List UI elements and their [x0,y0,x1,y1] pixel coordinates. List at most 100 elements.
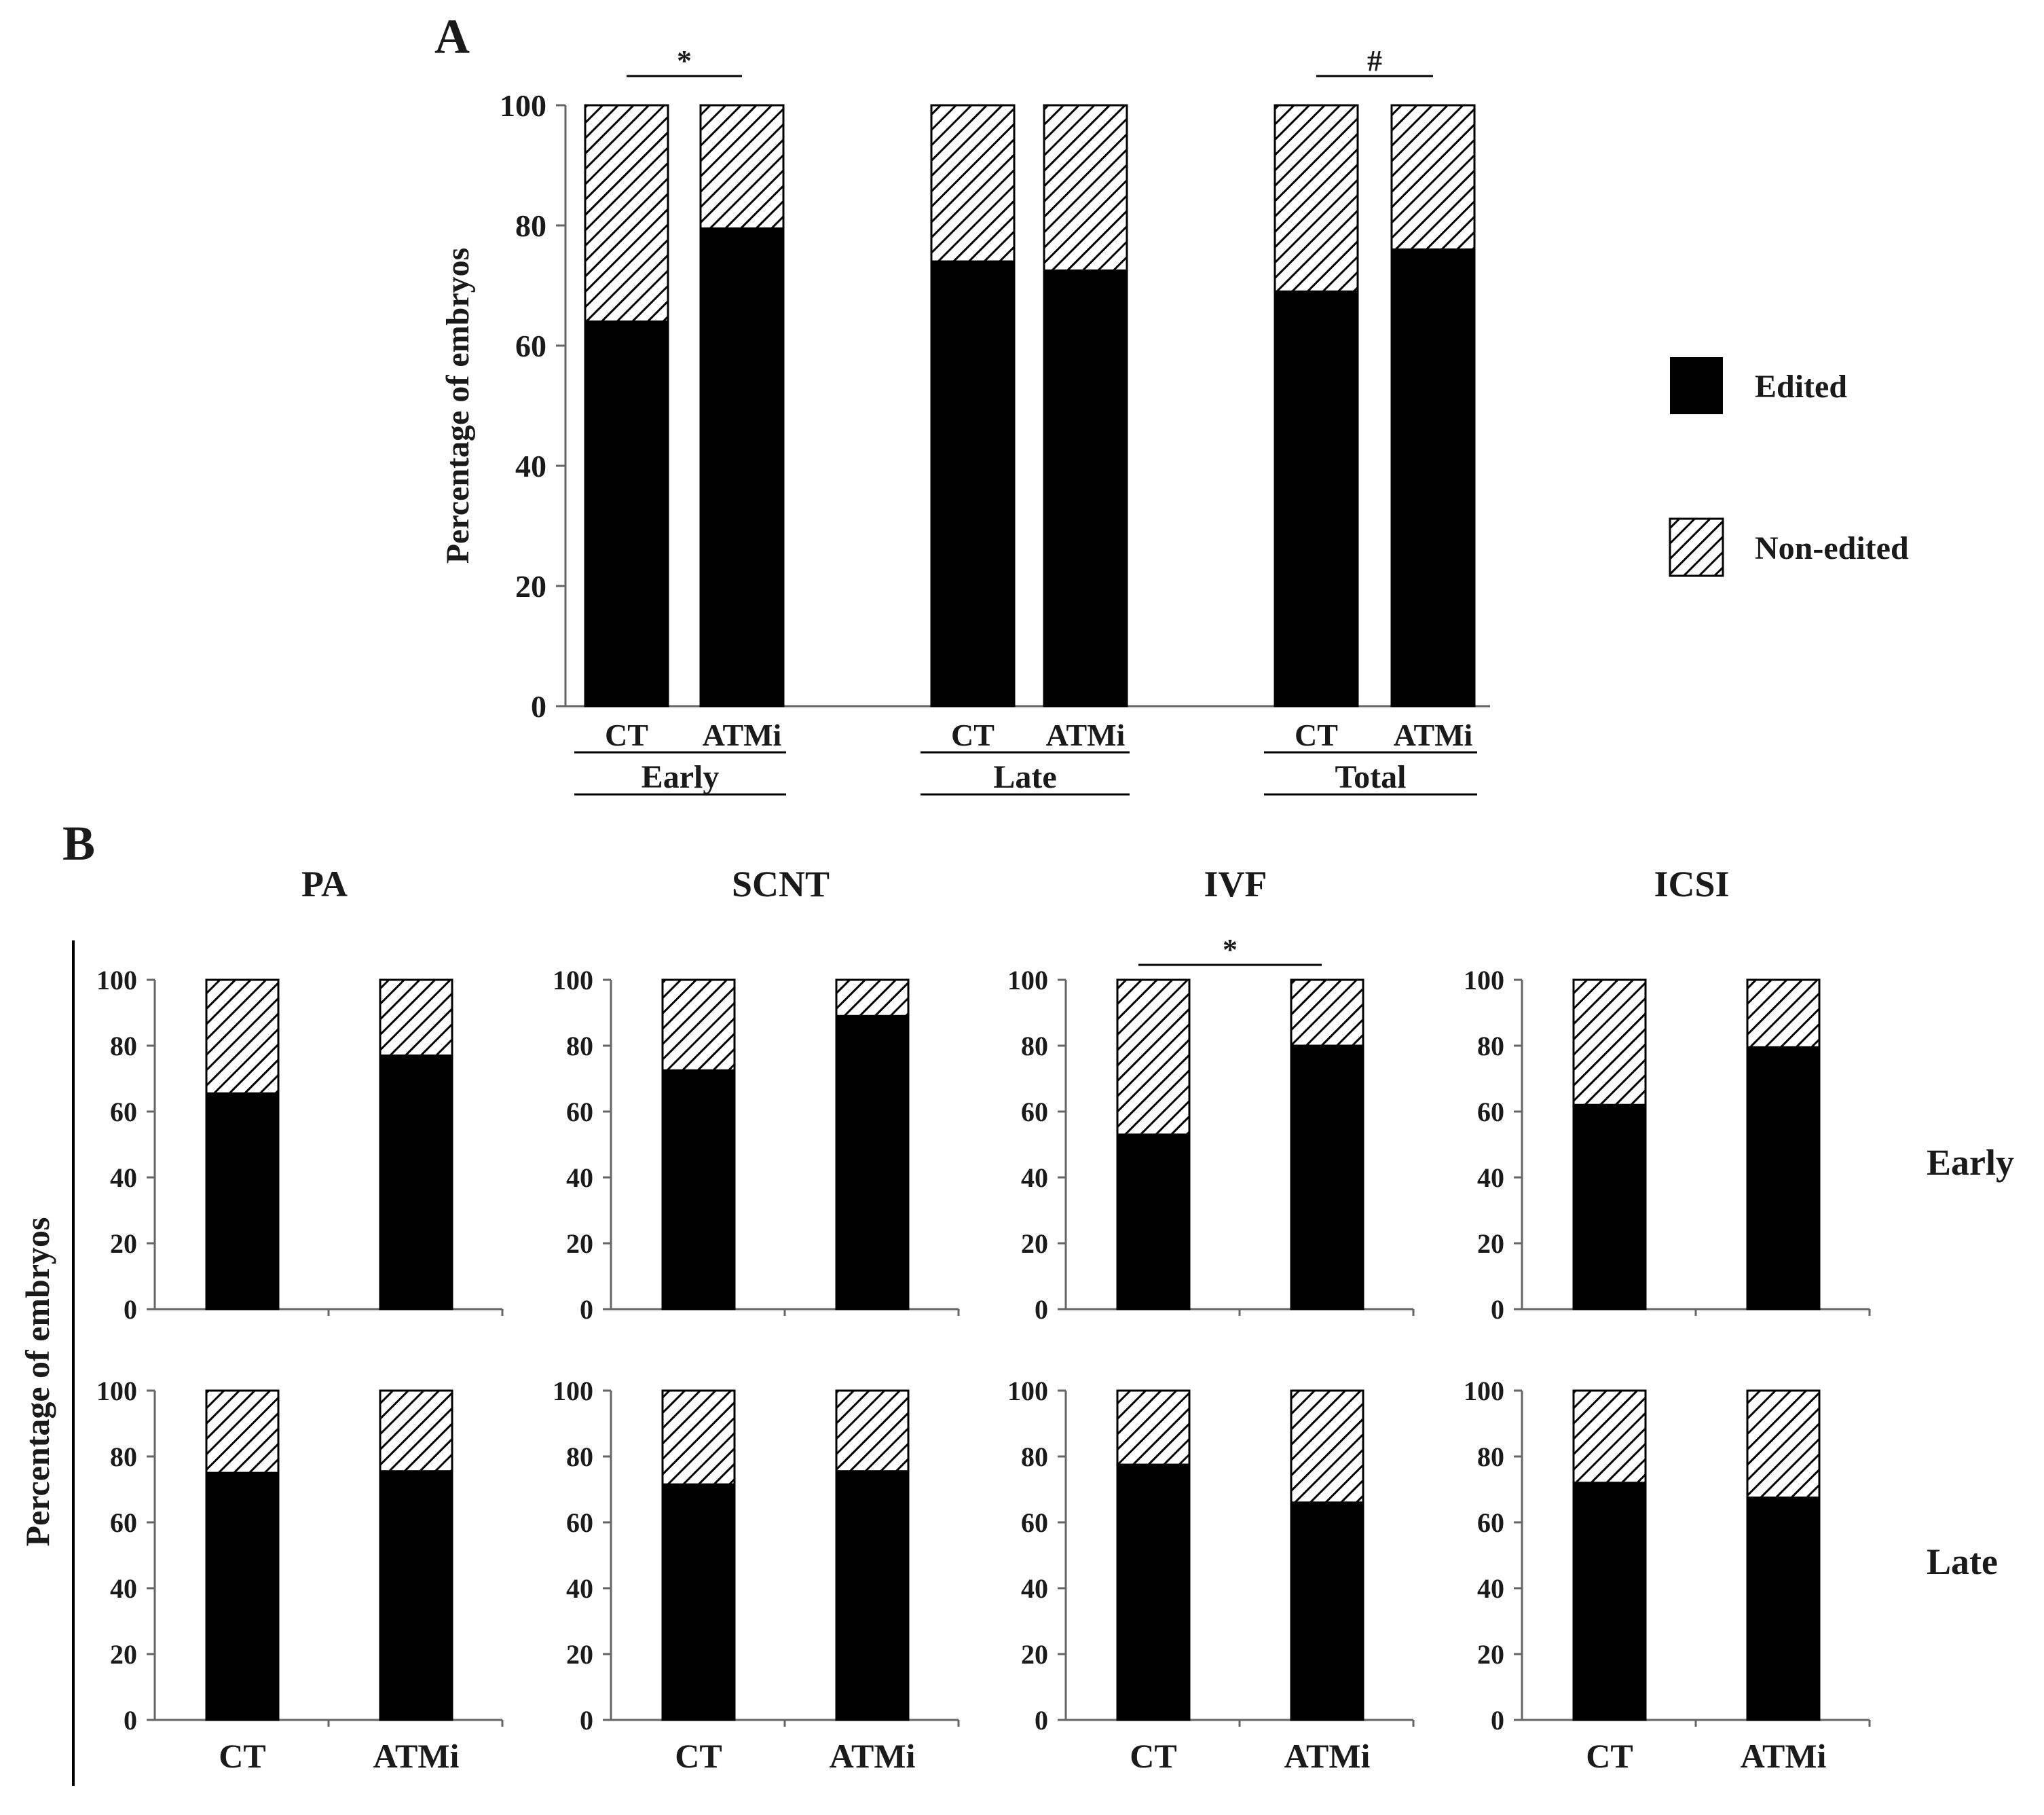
b-y-tick-label: 80 [110,1031,137,1061]
a-category-label: ATMi [1394,718,1473,752]
b-y-tick-label: 0 [124,1705,137,1736]
b-y-tick-label: 80 [566,1442,593,1472]
b-bar-edited [1746,1046,1821,1310]
b-bar-non-edited [1116,978,1191,1136]
legend-label-edited: Edited [1755,369,1847,405]
b-bar-edited [205,1471,280,1721]
b-y-tick-label: 40 [110,1162,137,1193]
b-y-tick-label: 100 [553,1376,593,1406]
b-category-label: ATMi [373,1737,460,1775]
b-bar-edited [835,1470,910,1721]
a-bar-non-edited [1043,104,1128,272]
b-y-tick-label: 0 [580,1705,593,1736]
b-bar-non-edited [1746,978,1821,1048]
b-bar-non-edited [1116,1389,1191,1466]
b-y-tick-label: 100 [96,1376,137,1406]
b-significance-mark: * [1223,933,1238,966]
b-y-tick-label: 60 [1477,1507,1504,1538]
a-y-tick-label: 40 [515,449,546,483]
a-bar-edited [1274,290,1359,708]
b-y-tick-label: 80 [110,1442,137,1472]
b-bar-edited [1746,1497,1821,1721]
b-category-label: CT [219,1737,265,1775]
a-bar-edited [699,227,785,708]
b-bar-edited [1290,1044,1364,1310]
b-bar-edited [1290,1501,1364,1721]
b-y-tick-label: 40 [110,1573,137,1604]
b-y-tick-label: 100 [553,965,593,995]
a-category-label: ATMi [1046,718,1126,752]
b-bar-edited [661,1483,736,1721]
a-bar-non-edited [1274,104,1359,293]
a-y-axis-label: Percentage of embryos [440,248,476,564]
legend-label-non-edited: Non-edited [1755,530,1909,566]
b-y-tick-label: 0 [1035,1294,1048,1325]
b-y-tick-label: 20 [1021,1228,1048,1259]
b-bar-non-edited [205,978,280,1095]
b-y-tick-label: 100 [1007,1376,1048,1406]
b-bar-non-edited [1746,1389,1821,1499]
a-bar-non-edited [1390,104,1476,251]
legend-swatch-non-edited [1669,517,1724,577]
a-bar-edited [1390,248,1476,708]
b-bar-edited [1116,1463,1191,1721]
b-bar-non-edited [1572,978,1647,1106]
a-significance-mark: # [1367,44,1382,77]
a-y-tick-label: 0 [531,689,546,724]
a-bar-edited [1043,269,1128,708]
b-bar-non-edited [1290,978,1364,1047]
b-category-label: ATMi [1741,1737,1827,1775]
b-y-tick-label: 100 [1007,965,1048,995]
b-y-tick-label: 60 [566,1507,593,1538]
b-row-label: Early [1927,1142,2014,1183]
a-bar-edited [584,320,669,708]
b-y-tick-label: 0 [1035,1705,1048,1736]
b-category-label: ATMi [1284,1737,1371,1775]
b-y-tick-label: 20 [110,1228,137,1259]
a-significance-mark: * [677,44,692,77]
b-row-label: Late [1927,1541,1998,1582]
a-group-label: Total [1335,759,1407,795]
b-bar-edited [835,1014,910,1310]
legend: Edited Non-edited [1669,357,1909,577]
b-bar-edited [1572,1103,1647,1310]
b-y-axis-label: Percentage of embryos [18,1217,56,1546]
a-bar-edited [930,260,1016,708]
b-y-tick-label: 40 [1477,1573,1504,1604]
b-y-tick-label: 80 [1477,1031,1504,1061]
a-y-tick-label: 100 [500,88,546,123]
b-y-tick-label: 80 [1477,1442,1504,1472]
a-category-label: CT [1295,718,1338,752]
a-category-label: ATMi [703,718,782,752]
chart-b: Percentage of embryos PA SCNT IVF ICSI Early L… [18,864,2014,1786]
b-column-title: ICSI [1654,864,1729,904]
b-y-tick-label: 40 [566,1573,593,1604]
b-y-tick-label: 60 [566,1097,593,1127]
chart-a: 0 20 40 60 80 100 Percentage of embryos CT ATMi E… [440,44,1490,796]
b-y-tick-label: 100 [1464,965,1504,995]
b-category-label: ATMi [830,1737,916,1775]
b-y-tick-label: 20 [110,1639,137,1670]
b-bar-edited [1116,1133,1191,1310]
b-y-tick-label: 20 [1477,1228,1504,1259]
a-bar-non-edited [584,104,669,323]
legend-swatch-edited [1670,357,1723,414]
b-y-tick-label: 100 [96,965,137,995]
b-category-label: CT [675,1737,722,1775]
b-y-tick-label: 40 [566,1162,593,1193]
b-y-tick-label: 40 [1477,1162,1504,1193]
b-column-title: PA [301,864,348,904]
b-y-tick-label: 20 [566,1228,593,1259]
b-y-tick-label: 0 [1491,1705,1504,1736]
a-category-label: CT [605,718,648,752]
b-bar-non-edited [661,1389,736,1486]
b-y-tick-label: 0 [124,1294,137,1325]
a-bar-non-edited [699,104,785,230]
b-column-title: IVF [1204,864,1267,904]
b-bar-non-edited [835,978,910,1017]
b-y-tick-label: 0 [1491,1294,1504,1325]
a-group-label: Late [993,759,1056,795]
a-y-tick-label: 60 [515,329,546,363]
b-y-tick-label: 60 [1021,1097,1048,1127]
